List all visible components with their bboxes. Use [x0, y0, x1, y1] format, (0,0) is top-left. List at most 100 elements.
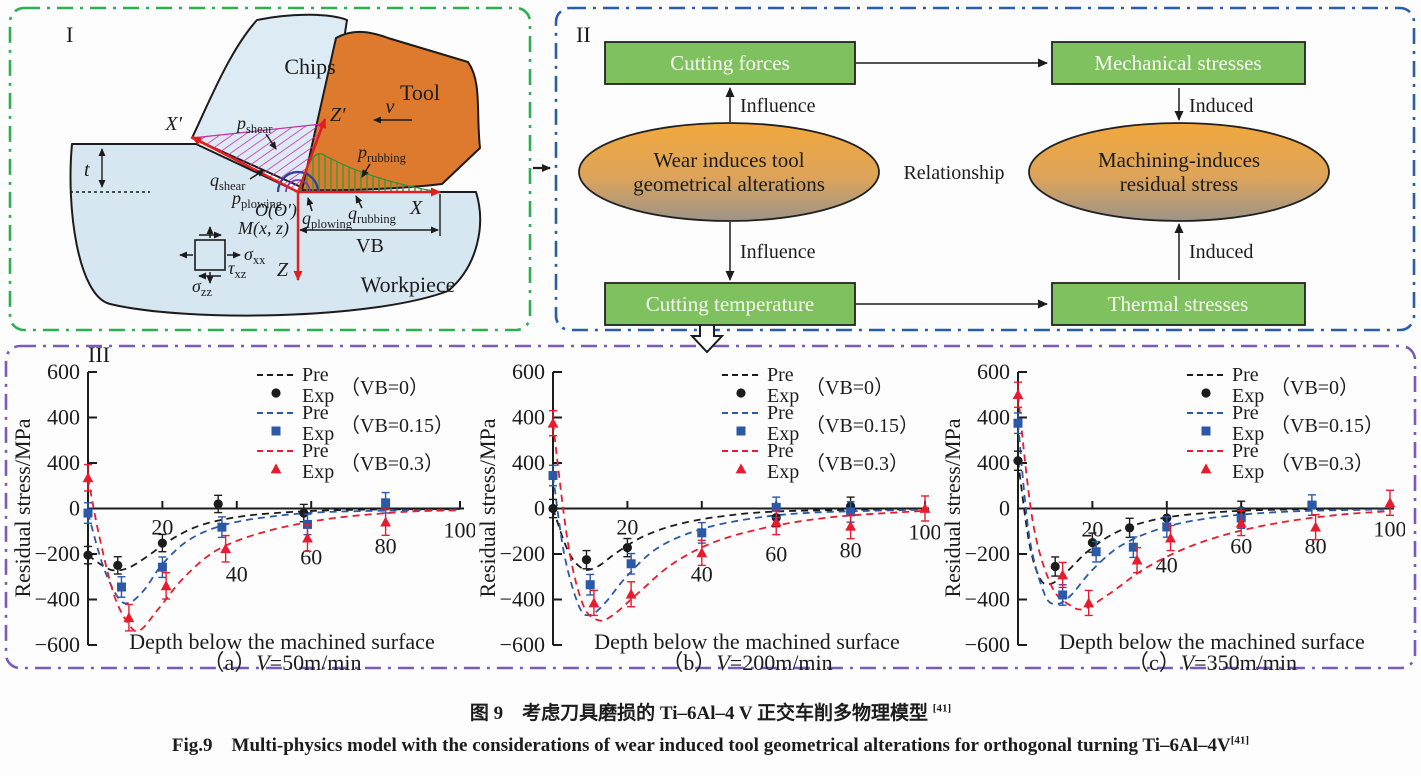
- exp-marker-triangle: [547, 417, 559, 428]
- legend-vb-label: （VB=0.3）: [805, 452, 909, 475]
- q-shear-pointer: [249, 169, 265, 180]
- x-axis-title: Depth below the machined surface: [1059, 629, 1364, 654]
- exp-marker-triangle: [1200, 463, 1212, 474]
- legend-pre-label: Pre: [767, 402, 794, 424]
- workpiece-shape: [69, 143, 482, 317]
- stress-element-square: [194, 239, 226, 271]
- velocity-label: v: [386, 96, 395, 118]
- panel-3-numeral: III: [88, 342, 110, 367]
- origin-label: O(O′): [255, 200, 297, 221]
- q-plowing-label: qplowing: [302, 208, 353, 231]
- exp-marker-triangle: [1012, 389, 1024, 400]
- exp-marker-triangle: [770, 516, 782, 527]
- exp-marker-square: [1013, 418, 1023, 428]
- exp-marker-circle: [1087, 538, 1097, 548]
- p-plowing-label: pplowing: [230, 188, 283, 211]
- exp-marker-triangle: [1083, 597, 1095, 608]
- caption-chinese: 图 9 考虑刀具磨损的 Ti–6Al–4 V 正交车削多物理模型 [41]: [469, 702, 952, 724]
- q-rubbing-label: qrubbing: [348, 203, 397, 226]
- y-tick-label: 600: [977, 359, 1010, 384]
- ellipse-wear-line2: geometrical alterations: [633, 172, 825, 196]
- y-tick-label: 600: [512, 359, 545, 384]
- exp-marker-square: [1307, 500, 1317, 510]
- x-tick-label: 40: [1156, 553, 1178, 578]
- legend-vb-label: （VB=0.3）: [1270, 452, 1374, 475]
- tool-label: Tool: [400, 80, 440, 105]
- x-tick-label: 60: [300, 545, 322, 570]
- p-shear-pointer: [265, 133, 277, 150]
- panel-2-flow-diagram: II Cutting forces Mechanical stresses Cu…: [576, 22, 1330, 326]
- y-tick-label: 600: [47, 359, 80, 384]
- legend-exp-label: Exp: [302, 461, 334, 483]
- panel-2-numeral: II: [576, 22, 591, 47]
- tau-xz-label: τxz: [228, 258, 247, 281]
- induced-top-label: Induced: [1189, 95, 1253, 117]
- x-tick-label: 80: [1305, 534, 1327, 559]
- pre-curve: [552, 508, 926, 571]
- exp-marker-square: [771, 502, 781, 512]
- x-tick-label: 100: [444, 518, 476, 543]
- x-tick-label: 100: [909, 520, 941, 545]
- y-tick-label: 400: [512, 405, 545, 430]
- legend-vb-label: （VB=0.15）: [1270, 414, 1384, 437]
- pre-curve: [1017, 423, 1391, 606]
- exp-marker-triangle: [1235, 517, 1247, 528]
- axis-x-label: X: [409, 197, 423, 219]
- exp-marker-circle: [581, 555, 592, 565]
- plowing-arc-inner: [285, 179, 311, 193]
- panel-2-border: [554, 6, 1416, 332]
- x-axis-title: Depth below the machined surface: [594, 629, 899, 654]
- y-tick-label: 0: [534, 496, 545, 521]
- exp-marker-circle: [113, 560, 123, 570]
- box-cutting-forces-label: Cutting forces: [670, 51, 790, 75]
- legend-exp-label: Exp: [1232, 423, 1264, 445]
- legend-pre-label: Pre: [767, 440, 794, 462]
- y-tick-label: 0: [69, 496, 80, 521]
- y-tick-label: 400: [47, 450, 80, 475]
- chart-sub-caption: （b）V=200m/min: [661, 650, 832, 674]
- exp-marker-square: [217, 522, 227, 532]
- caption-chinese-ref: [41]: [932, 702, 952, 715]
- y-tick-label: −200: [965, 541, 1010, 566]
- x-tick-label: 60: [1230, 534, 1252, 559]
- exp-marker-circle: [271, 388, 281, 398]
- x-tick-label: 40: [691, 562, 713, 587]
- pre-curve: [1017, 460, 1391, 586]
- panel-3-border: [4, 344, 1417, 670]
- legend-vb-label: （VB=0.3）: [340, 452, 444, 475]
- exp-marker-square: [381, 498, 391, 508]
- chart-sub-caption: （c）V=350m/min: [1127, 650, 1297, 674]
- exp-marker-square: [1058, 590, 1068, 600]
- panel-1-border: [8, 6, 532, 332]
- legend-pre-label: Pre: [302, 402, 329, 424]
- ellipse-residual-stress: [1028, 122, 1330, 222]
- y-tick-label: −600: [35, 632, 80, 657]
- sigma-zz-label: σzz: [192, 276, 212, 299]
- exp-marker-square: [271, 426, 281, 436]
- legend-exp-label: Exp: [1232, 385, 1264, 407]
- pre-curve: [552, 423, 926, 622]
- influence-bottom-label: Influence: [740, 241, 816, 263]
- point-m-label: M(x, z): [237, 218, 289, 239]
- exp-marker-circle: [1050, 561, 1060, 572]
- exp-marker-triangle: [220, 543, 232, 554]
- p-shear-label: pshear: [235, 113, 273, 136]
- exp-marker-triangle: [1310, 521, 1321, 532]
- y-tick-label: −400: [35, 587, 80, 612]
- exp-marker-circle: [1201, 388, 1211, 398]
- exp-marker-circle: [299, 508, 309, 518]
- exp-marker-triangle: [1057, 569, 1069, 580]
- exp-marker-triangle: [845, 520, 856, 531]
- axis-x-prime-label: X′: [164, 113, 182, 135]
- y-tick-label: −200: [35, 541, 80, 566]
- exp-marker-square: [736, 426, 746, 436]
- p-rubbing-label: prubbing: [356, 142, 407, 165]
- chart-sub-caption: （a）V=50m/min: [202, 650, 361, 674]
- legend-exp-label: Exp: [767, 423, 799, 445]
- panel-1-cutting-schematic: I v t VB Chips Tool Workpiece X′ Z′ X Z …: [66, 13, 482, 317]
- box-thermal-stresses-label: Thermal stresses: [1108, 292, 1249, 316]
- box-cutting-temperature-label: Cutting temperature: [646, 292, 815, 316]
- y-tick-label: −600: [500, 632, 545, 657]
- exp-marker-triangle: [1165, 532, 1176, 543]
